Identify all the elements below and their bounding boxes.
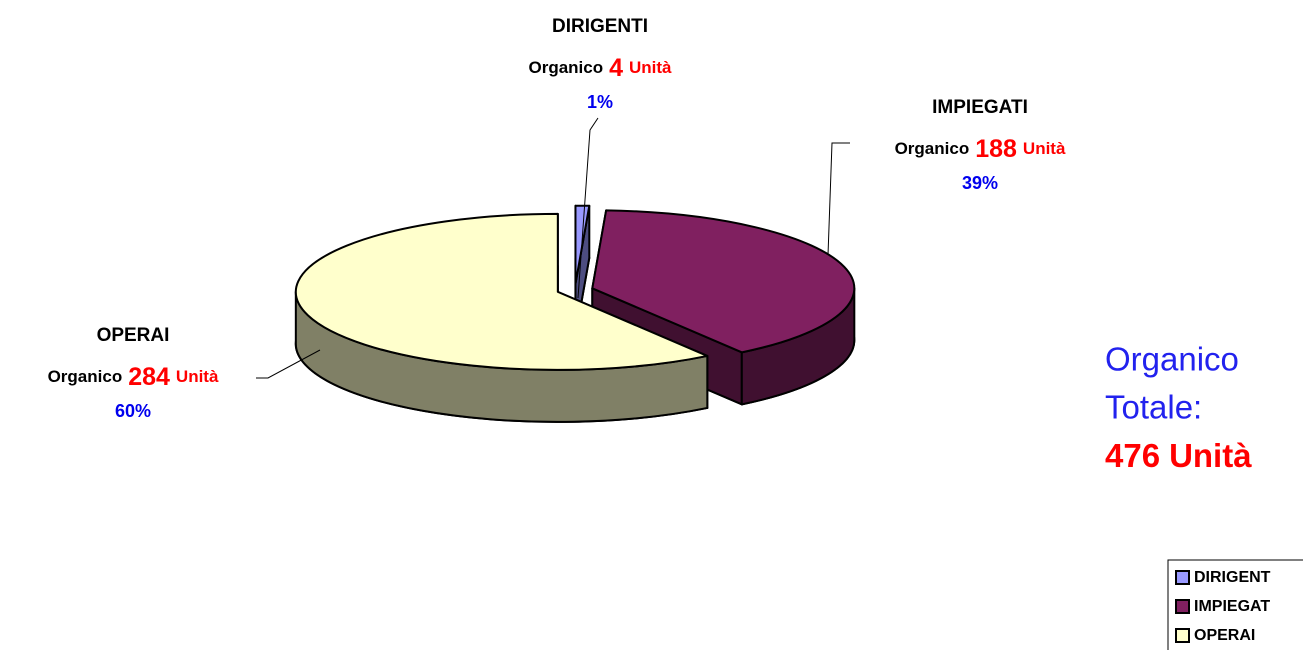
legend-swatch: [1175, 570, 1190, 585]
legend-label: OPERAI: [1194, 627, 1255, 644]
count-value: 188: [975, 135, 1017, 163]
slice-count: Organico 284 Unità: [48, 363, 219, 391]
label-suffix: Unità: [176, 367, 219, 386]
slice-percent: 1%: [587, 92, 613, 112]
count-value: 4: [609, 54, 623, 82]
label-prefix: Organico: [895, 139, 970, 158]
legend-swatch: [1175, 599, 1190, 614]
leader-line: [256, 349, 321, 379]
slice-count: Organico 4 Unità: [528, 54, 672, 82]
slice-count: Organico 188 Unità: [895, 135, 1066, 163]
label-prefix: Organico: [48, 367, 123, 386]
total-number: 476: [1105, 437, 1160, 474]
slice-name: DIRIGENTI: [552, 16, 648, 37]
legend-swatch: [1175, 628, 1190, 643]
slice-percent: 39%: [962, 173, 998, 193]
slice: [294, 212, 709, 371]
label-suffix: Unità: [1023, 139, 1066, 158]
total-unit: Unità: [1169, 437, 1252, 474]
leader-line: [827, 142, 850, 256]
legend-label: IMPIEGAT: [1194, 598, 1270, 615]
total-line2: Totale:: [1105, 389, 1202, 426]
count-value: 284: [128, 363, 170, 391]
slice: [574, 204, 591, 285]
label-prefix: Organico: [528, 58, 603, 77]
leader-line: [577, 117, 599, 299]
slice-name: IMPIEGATI: [932, 97, 1028, 118]
slice: [591, 209, 856, 354]
legend-box: [1167, 559, 1303, 650]
label-suffix: Unità: [629, 58, 672, 77]
slice-percent: 60%: [115, 401, 151, 421]
total-line1: Organico: [1105, 341, 1239, 378]
total-value: 476 Unità: [1105, 437, 1252, 474]
legend-label: DIRIGENT: [1194, 569, 1271, 586]
slice-name: OPERAI: [97, 325, 170, 346]
